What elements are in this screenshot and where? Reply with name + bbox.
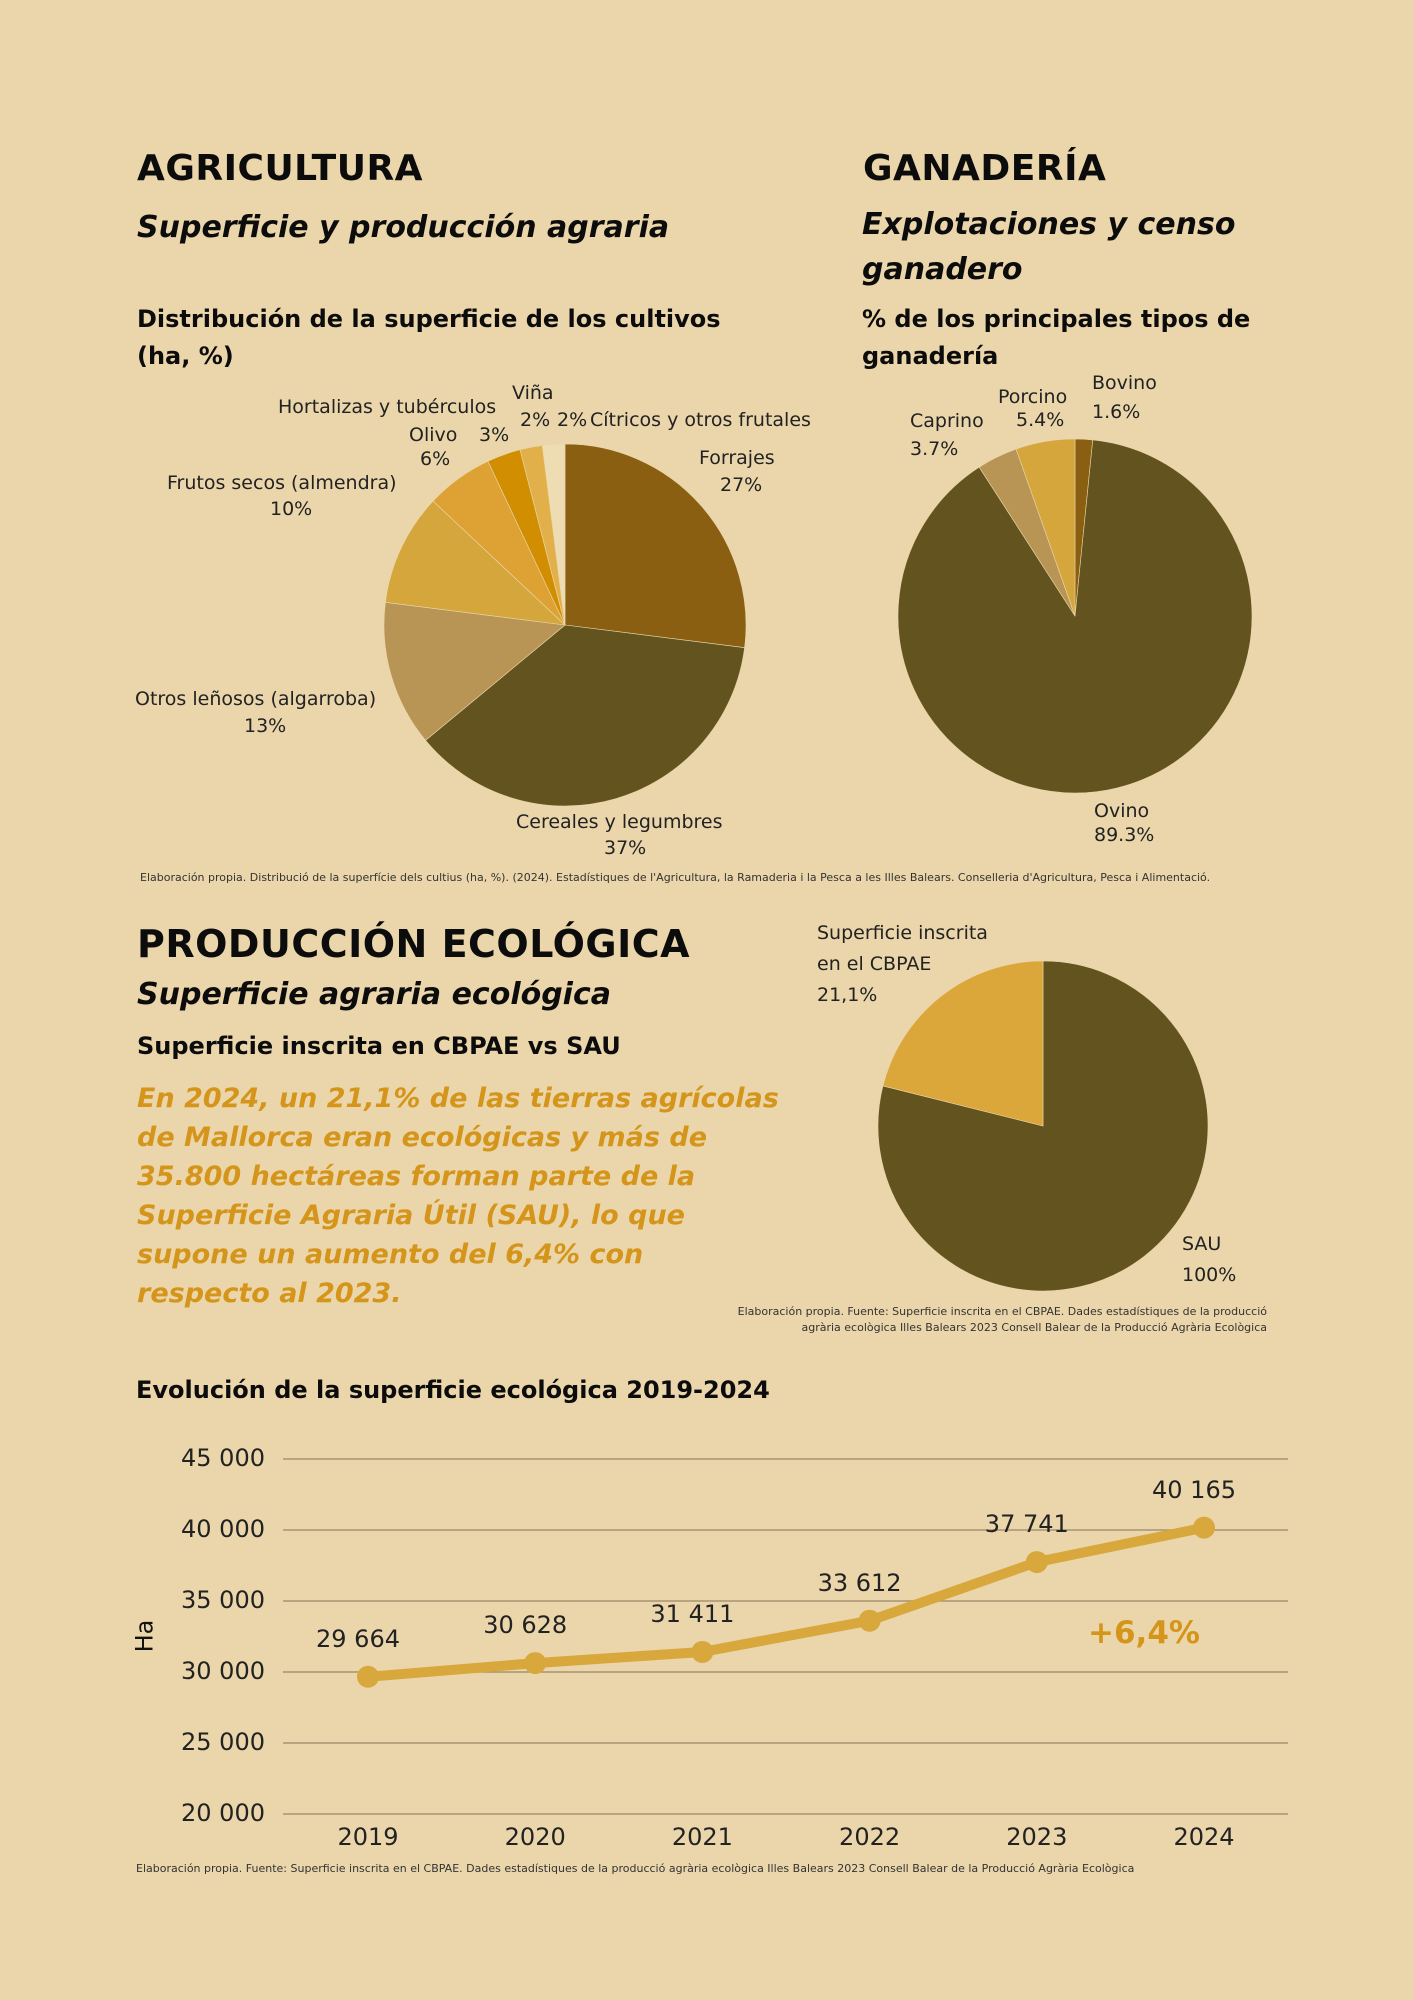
crops-slice-forrajes — [564, 443, 747, 649]
slice-label-citricos: Cítricos y otros frutales — [590, 409, 811, 431]
ecologica-title: PRODUCCIÓN ECOLÓGICA — [137, 922, 691, 966]
crops-slice-cereales-y-legumbres — [425, 624, 745, 807]
x-tick-label: 2021 — [671, 1823, 733, 1851]
slice-value-sau: 100% — [1182, 1264, 1237, 1286]
x-tick-label: 2020 — [504, 1823, 566, 1851]
slice-value-otros-lenosos: 13% — [244, 715, 287, 737]
ganaderia-subtitle-2: ganadero — [862, 252, 1023, 287]
livestock-slice-porcino — [1015, 438, 1076, 617]
crops-chart-title-2: (ha, %) — [137, 342, 234, 370]
x-tick-label: 2024 — [1173, 1823, 1235, 1851]
slice-label-hortalizas: Hortalizas y tubérculos — [278, 396, 497, 418]
slice-value-olivo: 6% — [420, 448, 451, 470]
slice-label-olivo: Olivo — [409, 424, 458, 446]
growth-annotation: +6,4% — [1088, 1615, 1200, 1651]
series-line — [367, 1522, 1206, 1682]
slice-label-porcino: Porcino — [998, 386, 1068, 408]
slice-value-forrajes: 27% — [720, 474, 763, 496]
slice-label-cbpae: Superficie inscrita en el CBPAE 21,1% — [817, 918, 1017, 1011]
slice-value-cbpae: 21,1% — [817, 984, 878, 1006]
x-tick-label: 2023 — [1006, 1823, 1068, 1851]
y-tick-label: 25 000 — [181, 1728, 265, 1756]
caption-line: agrària ecològica Illes Balears 2023 Con… — [801, 1321, 1267, 1334]
slice-label-sau-text: SAU — [1182, 1233, 1222, 1255]
slice-value-cereales: 37% — [604, 837, 647, 859]
cbpae-chart-title: Superficie inscrita en CBPAE vs SAU — [137, 1032, 621, 1060]
livestock-chart-title-1: % de los principales tipos de — [862, 305, 1251, 333]
y-tick-label: 45 000 — [181, 1444, 265, 1472]
ganaderia-subtitle-1: Explotaciones y censo — [862, 207, 1236, 242]
x-tick-label: 2022 — [839, 1823, 901, 1851]
livestock-chart-title-2: ganadería — [862, 342, 999, 370]
highlight-line: respecto al 2023. — [137, 1278, 402, 1309]
data-point-2019 — [357, 1665, 379, 1688]
x-tick-label: 2019 — [337, 1823, 399, 1851]
agricultura-title: AGRICULTURA — [137, 148, 424, 189]
data-label-2021: 31 411 — [650, 1599, 735, 1628]
crops-slice-cítricos-y-otros-frutales — [541, 443, 566, 626]
highlight-line: Superficie Agraria Útil (SAU), lo que — [137, 1200, 685, 1231]
ecologica-subtitle: Superficie agraria ecológica — [137, 977, 611, 1012]
slice-label-cbpae-text: Superficie inscrita en el CBPAE — [817, 922, 988, 975]
data-label-2020: 30 628 — [483, 1611, 568, 1640]
y-tick-label: 20 000 — [181, 1799, 265, 1827]
y-tick-label: 35 000 — [181, 1586, 265, 1614]
slice-label-ovino: Ovino — [1094, 800, 1150, 822]
evolution-source-caption: Elaboración propia. Fuente: Superficie i… — [136, 1862, 1135, 1875]
crops-slice-frutos-secos-almendra- — [385, 500, 566, 626]
highlight-line: de Mallorca eran ecológicas y más de — [137, 1122, 708, 1153]
data-point-2021 — [691, 1640, 714, 1663]
slice-value-hortalizas: 3% — [479, 424, 510, 446]
highlight-line: supone un aumento del 6,4% con — [137, 1239, 644, 1270]
slice-label-otros-lenosos: Otros leñosos (algarroba) — [135, 688, 377, 710]
crops-slice-otros-leñosos-algarroba- — [383, 601, 566, 741]
slice-value-citricos: 2% — [557, 409, 588, 431]
data-point-2023 — [1025, 1551, 1048, 1574]
data-point-2024 — [1193, 1516, 1215, 1539]
data-point-2020 — [524, 1652, 547, 1675]
data-label-2024: 40 165 — [1152, 1475, 1236, 1504]
slice-value-bovino: 1.6% — [1092, 401, 1141, 423]
highlight-text: En 2024, un 21,1% de las tierras agrícol… — [137, 1079, 779, 1313]
slice-label-caprino: Caprino — [910, 410, 984, 432]
agricultura-subtitle: Superficie y producción agraria — [137, 210, 670, 245]
data-label-2019: 29 664 — [316, 1624, 400, 1653]
y-tick-label: 40 000 — [181, 1515, 265, 1543]
data-label-2023: 37 741 — [984, 1510, 1069, 1539]
slice-value-caprino: 3.7% — [910, 438, 959, 460]
slice-label-cereales: Cereales y legumbres — [516, 811, 723, 833]
y-axis-label: Ha — [130, 1619, 159, 1653]
y-tick-label: 30 000 — [181, 1657, 265, 1685]
slice-value-frutos-secos: 10% — [270, 498, 313, 520]
crops-source-caption: Elaboración propia. Distribució de la su… — [140, 871, 1211, 884]
caption-line: Elaboración propia. Fuente: Superficie i… — [737, 1305, 1267, 1318]
slice-value-porcino: 5.4% — [1016, 409, 1065, 431]
highlight-line: En 2024, un 21,1% de las tierras agrícol… — [137, 1083, 779, 1114]
slice-value-vina: 2% — [520, 409, 551, 431]
slice-label-forrajes: Forrajes — [699, 447, 775, 469]
data-point-2022 — [858, 1609, 881, 1632]
evolution-chart-title: Evolución de la superficie ecológica 201… — [136, 1376, 770, 1404]
slice-label-vina: Viña — [512, 382, 554, 404]
highlight-line: 35.800 hectáreas forman parte de la — [137, 1161, 696, 1192]
crops-chart-title-1: Distribución de la superficie de los cul… — [137, 305, 721, 333]
cbpae-slice-superficie-inscrita-en-el-cbpae — [882, 960, 1044, 1127]
slice-label-frutos-secos: Frutos secos (almendra) — [167, 472, 397, 494]
data-label-2022: 33 612 — [817, 1568, 902, 1597]
slice-value-ovino: 89.3% — [1094, 824, 1155, 846]
slice-label-bovino: Bovino — [1092, 372, 1157, 394]
slice-label-sau: SAU 100% — [1182, 1229, 1236, 1291]
cbpae-source-caption: Elaboración propia. Fuente: Superficie i… — [738, 1304, 1267, 1336]
livestock-slice-ovino — [897, 439, 1253, 794]
cbpae-slice-sau — [877, 960, 1209, 1292]
ganaderia-title: GANADERÍA — [863, 148, 1107, 189]
